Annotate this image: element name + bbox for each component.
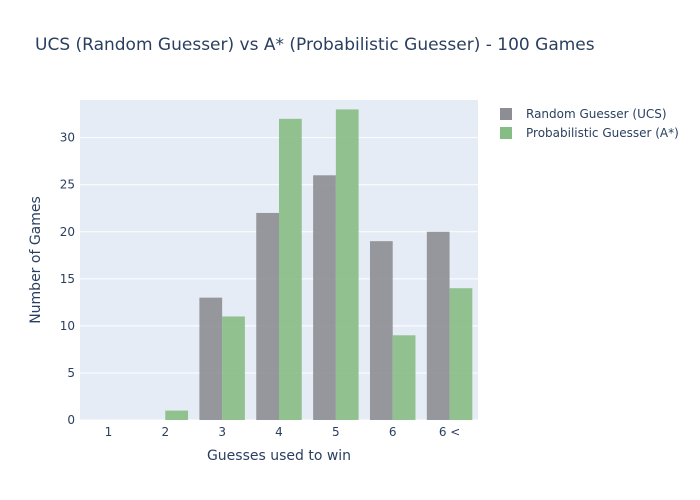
x-tick-label: 4 [275, 425, 283, 439]
bar [335, 109, 359, 420]
bar [449, 288, 473, 420]
x-tick-label: 3 [218, 425, 226, 439]
legend-label: Random Guesser (UCS) [526, 107, 667, 121]
x-axis-title: Guesses used to win [207, 448, 351, 464]
x-tick-label: 6 [389, 425, 397, 439]
bars [165, 109, 473, 420]
y-axis-ticks: 0 5 10 15 20 25 30 [60, 131, 75, 427]
bar [256, 212, 279, 420]
y-tick-label: 0 [67, 413, 75, 427]
bar [392, 335, 416, 420]
bar [426, 231, 450, 420]
legend: Random Guesser (UCS) Probabilistic Guesse… [500, 107, 679, 140]
bar [279, 118, 302, 420]
chart-title: UCS (Random Guesser) vs A* (Probabilisti… [35, 35, 595, 55]
y-tick-label: 20 [60, 225, 75, 239]
x-tick-label: 2 [161, 425, 169, 439]
bar [369, 241, 393, 420]
y-tick-label: 30 [60, 131, 75, 145]
y-tick-label: 15 [60, 272, 75, 286]
legend-swatch [500, 127, 512, 139]
bar [199, 297, 223, 420]
y-axis-title: Number of Games [28, 196, 44, 324]
bar [222, 316, 245, 420]
x-tick-label: 5 [332, 425, 340, 439]
bar [165, 410, 189, 420]
legend-swatch [500, 108, 512, 120]
y-tick-label: 25 [60, 178, 75, 192]
x-tick-label: 6 < [439, 425, 461, 439]
bar [313, 175, 336, 420]
x-tick-label: 1 [105, 425, 113, 439]
legend-label: Probabilistic Guesser (A*) [526, 126, 679, 140]
x-axis-ticks: 1 2 3 4 5 6 6 < [105, 425, 461, 439]
y-tick-label: 5 [67, 366, 75, 380]
y-tick-label: 10 [60, 319, 75, 333]
